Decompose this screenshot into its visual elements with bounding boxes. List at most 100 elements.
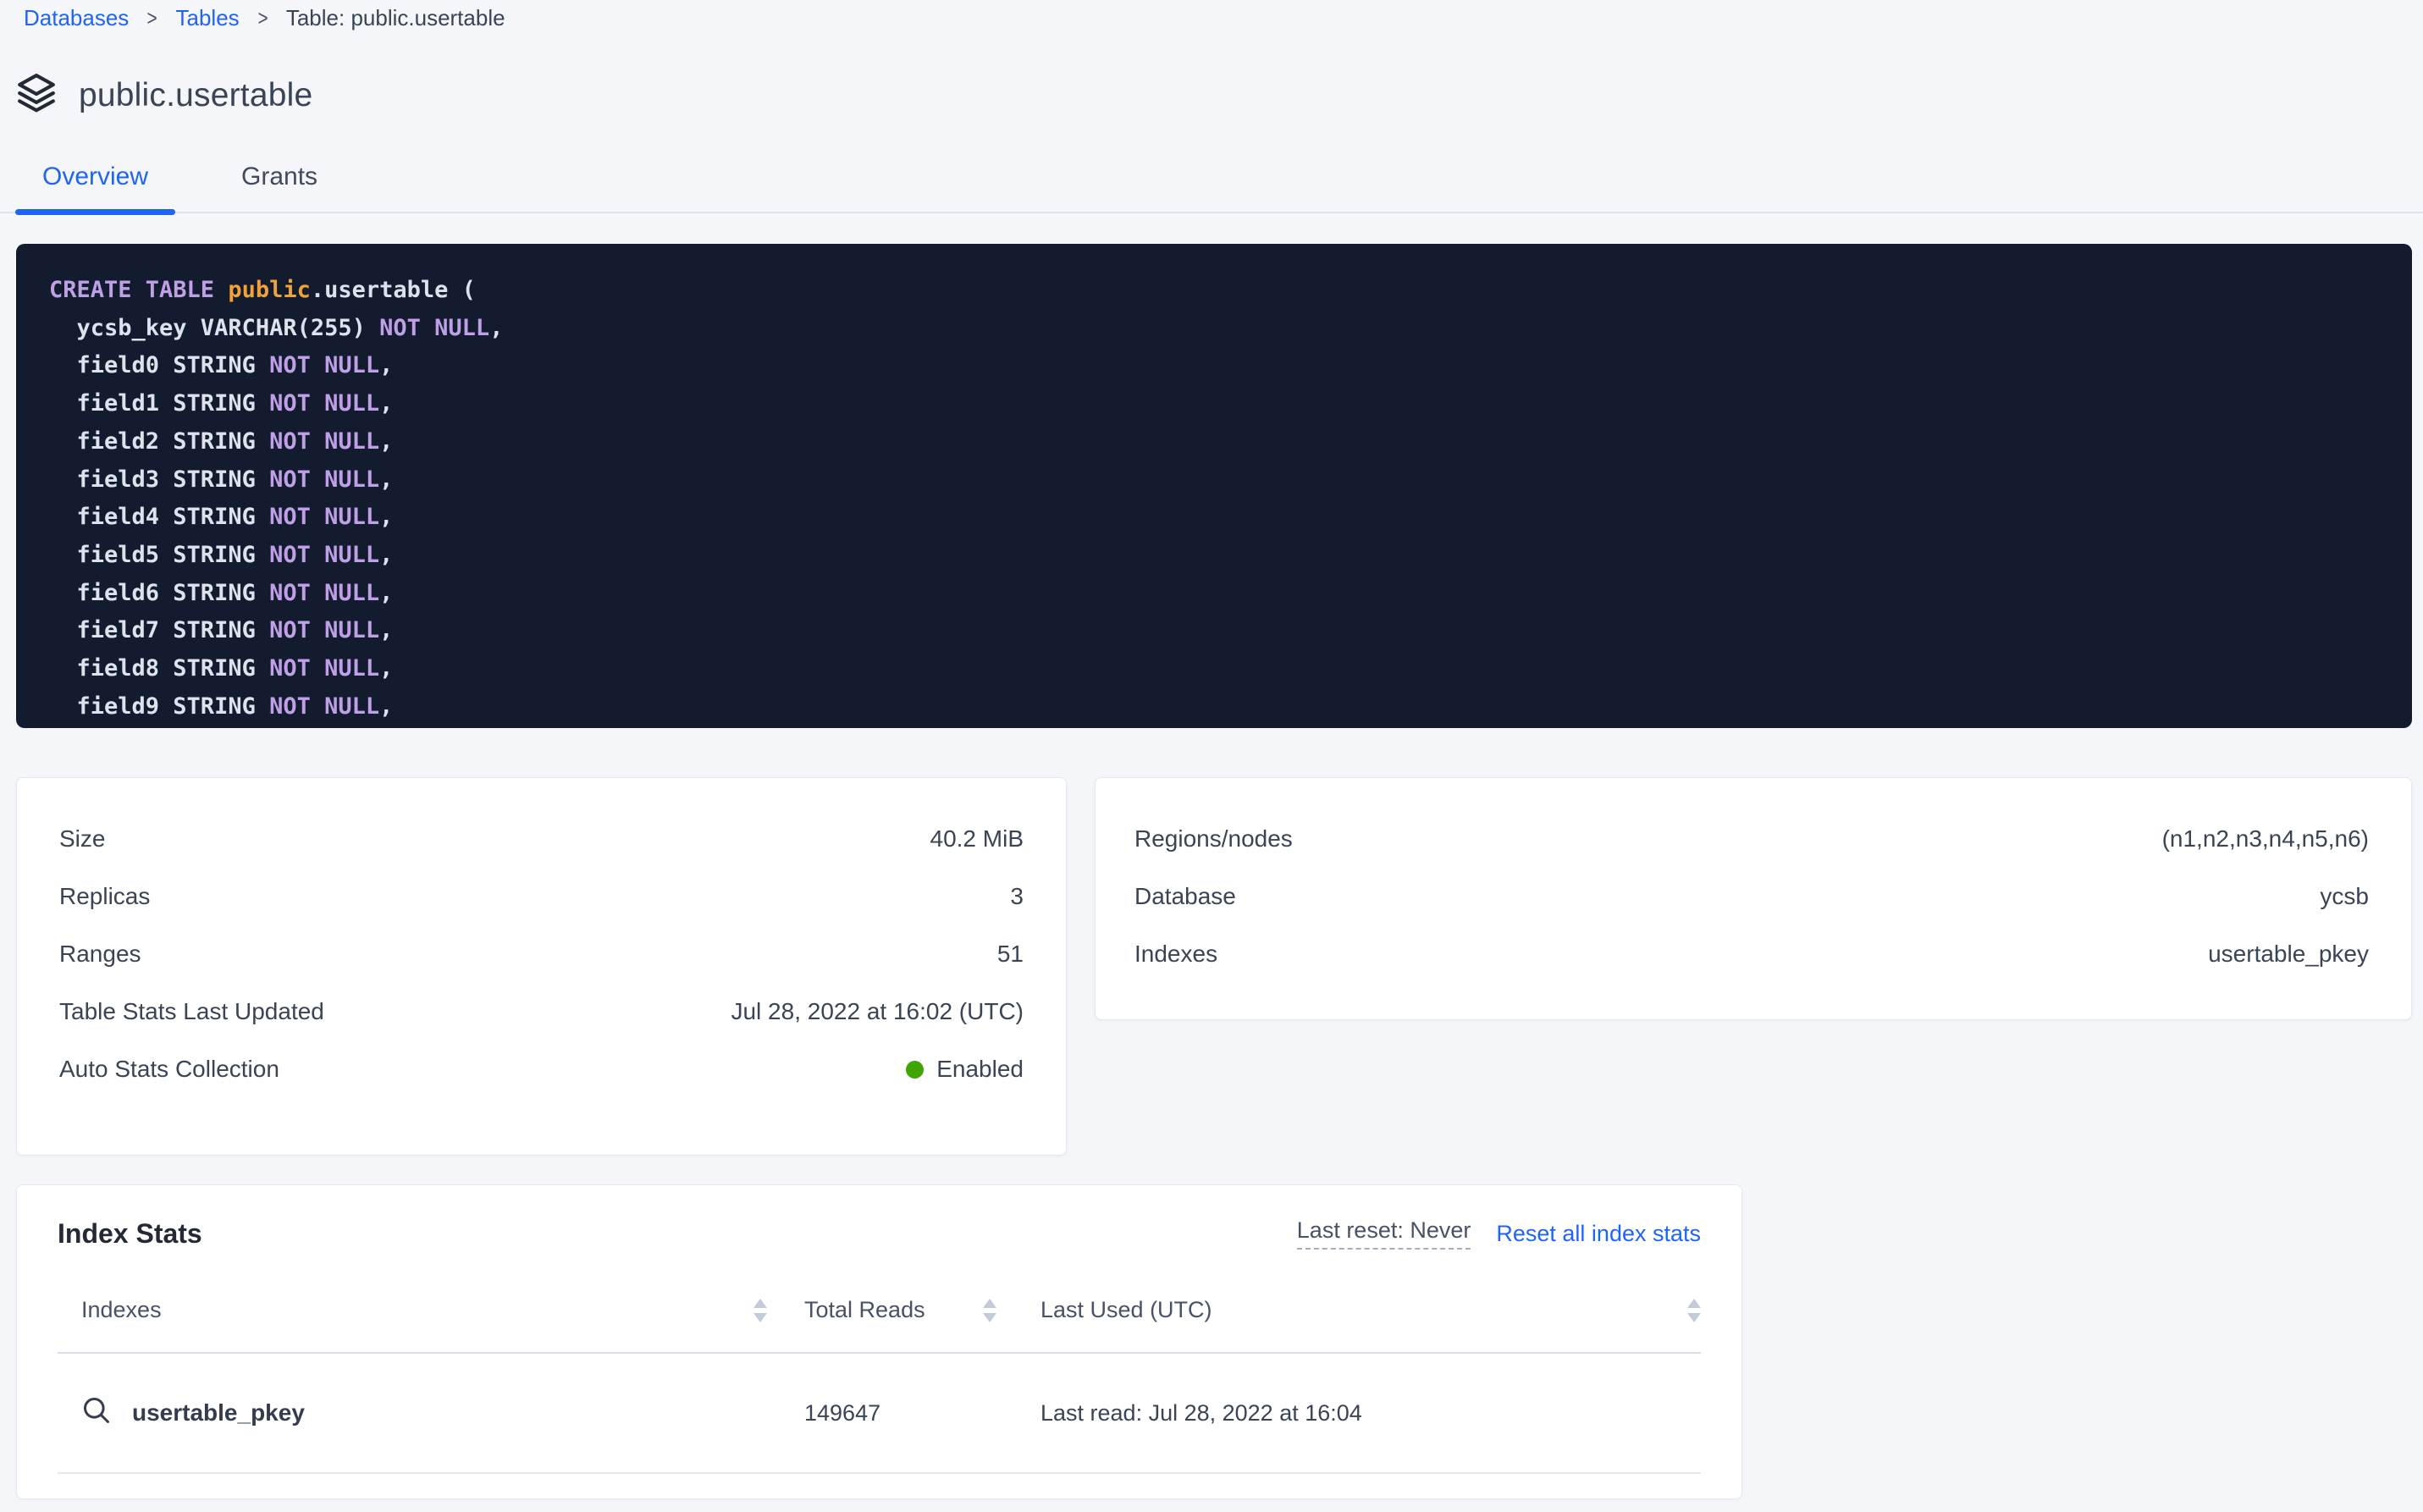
sql-token: , (379, 428, 394, 455)
index-stats-card: Index Stats Last reset: Never Reset all … (16, 1184, 1742, 1499)
sql-token: NOT NULL (269, 617, 380, 644)
chevron-right-icon: > (146, 5, 157, 30)
index-table-header: Indexes Total Reads Last Used (UTC) (58, 1297, 1701, 1354)
breadcrumb-current: Table: public.usertable (285, 5, 505, 30)
stat-row-size: Size 40.2 MiB (59, 810, 1024, 868)
sql-token: , (379, 617, 394, 644)
stat-row-stats-updated: Table Stats Last Updated Jul 28, 2022 at… (59, 983, 1024, 1040)
column-label: Total Reads (804, 1297, 925, 1322)
page-title: public.usertable (79, 76, 313, 113)
stat-label: Ranges (59, 941, 141, 967)
table-location-card: Regions/nodes (n1,n2,n3,n4,n5,n6) Databa… (1095, 777, 2412, 1020)
stat-row-regions: Regions/nodes (n1,n2,n3,n4,n5,n6) (1134, 810, 2369, 868)
sql-token: field6 STRING (49, 579, 270, 606)
status-text: Enabled (936, 1056, 1024, 1082)
stat-row-indexes: Indexes usertable_pkey (1134, 925, 2369, 983)
last-used-value: Last read: Jul 28, 2022 at 16:04 (1040, 1399, 1362, 1426)
column-label: Last Used (UTC) (1040, 1297, 1212, 1322)
reset-all-index-stats-link[interactable]: Reset all index stats (1496, 1220, 1701, 1246)
last-reset-label: Last reset: Never (1296, 1217, 1471, 1250)
sql-token: , (379, 693, 394, 720)
sql-token: field9 STRING (49, 693, 270, 720)
sql-line: field2 STRING NOT NULL, (49, 423, 2395, 461)
sql-line: field9 STRING NOT NULL, (49, 688, 2395, 726)
magnifier-icon (81, 1395, 112, 1432)
stat-value: (n1,n2,n3,n4,n5,n6) (2161, 825, 2369, 852)
sql-token: NOT NULL (269, 541, 380, 568)
sql-token: field7 STRING (49, 617, 270, 644)
sql-token: NOT NULL (269, 428, 380, 455)
breadcrumb-link-databases[interactable]: Databases (24, 5, 130, 30)
sql-token: field0 STRING (49, 352, 270, 379)
sql-token: NOT NULL (269, 390, 380, 417)
index-stats-title: Index Stats (58, 1217, 202, 1249)
page-header: public.usertable (14, 73, 312, 118)
stat-value: Jul 28, 2022 at 16:02 (UTC) (731, 998, 1024, 1024)
tab-overview[interactable]: Overview (15, 154, 176, 215)
sql-line: field4 STRING NOT NULL, (49, 499, 2395, 537)
tabbar: Overview Grants (0, 154, 2423, 215)
sql-token: field5 STRING (49, 541, 270, 568)
index-table-row: usertable_pkey 149647 Last read: Jul 28,… (58, 1354, 1701, 1474)
sql-token: NOT NULL (269, 655, 380, 682)
chevron-right-icon: > (257, 5, 268, 30)
sql-token: field4 STRING (49, 504, 270, 531)
total-reads-value: 149647 (804, 1399, 881, 1426)
sql-line: field8 STRING NOT NULL, (49, 650, 2395, 688)
create-table-statement: CREATE TABLE public.usertable ( ycsb_key… (16, 244, 2412, 728)
sql-token: , (379, 541, 394, 568)
sql-token: , (379, 390, 394, 417)
sql-token: , (379, 466, 394, 493)
sql-line: field6 STRING NOT NULL, (49, 575, 2395, 613)
stat-label: Auto Stats Collection (59, 1056, 279, 1082)
sql-token: , (379, 655, 394, 682)
stat-label: Regions/nodes (1134, 825, 1293, 852)
layers-stack-icon (14, 73, 58, 118)
breadcrumb-link-tables[interactable]: Tables (175, 5, 240, 30)
stat-row-auto-stats: Auto Stats Collection Enabled (59, 1040, 1024, 1098)
stat-value: ycsb (2320, 883, 2369, 909)
stat-value: 51 (996, 941, 1024, 967)
stat-row-replicas: Replicas 3 (59, 868, 1024, 925)
sql-token: field8 STRING (49, 655, 270, 682)
sql-line: field5 STRING NOT NULL, (49, 537, 2395, 575)
sql-line: field7 STRING NOT NULL, (49, 612, 2395, 650)
stat-row-ranges: Ranges 51 (59, 925, 1024, 983)
column-label: Indexes (81, 1297, 162, 1322)
index-name-link[interactable]: usertable_pkey (132, 1399, 305, 1426)
column-header-total-reads[interactable]: Total Reads (804, 1297, 1040, 1323)
sql-token: NOT NULL (269, 466, 380, 493)
sql-token: NOT NULL (379, 314, 490, 341)
stat-value: 3 (1010, 883, 1024, 909)
sql-token: public (228, 277, 311, 303)
sql-token: , (379, 352, 394, 379)
sort-arrows-icon[interactable] (1687, 1298, 1701, 1322)
sql-token: NOT NULL (269, 693, 380, 720)
sql-token: NOT NULL (269, 579, 380, 606)
sql-token: .usertable ( (310, 277, 476, 303)
sort-arrows-icon[interactable] (753, 1298, 767, 1322)
sql-token: NOT NULL (269, 504, 380, 531)
column-header-indexes[interactable]: Indexes (58, 1297, 804, 1323)
stat-label: Indexes (1134, 941, 1218, 967)
sql-token: CREATE TABLE (49, 277, 229, 303)
column-header-last-used[interactable]: Last Used (UTC) (1040, 1297, 1701, 1323)
sql-line: field0 STRING NOT NULL, (49, 347, 2395, 385)
sql-line: ycsb_key VARCHAR(255) NOT NULL, (49, 310, 2395, 348)
status-dot-green-icon (906, 1060, 924, 1079)
stat-label: Table Stats Last Updated (59, 998, 324, 1024)
sql-line: CREATE TABLE public.usertable ( (49, 272, 2395, 310)
sql-line: field1 STRING NOT NULL, (49, 385, 2395, 423)
tab-grants[interactable]: Grants (241, 163, 318, 190)
sql-token: field1 STRING (49, 390, 270, 417)
breadcrumb: Databases > Tables > Table: public.usert… (24, 5, 505, 31)
stat-value: Enabled (906, 1056, 1024, 1083)
stat-row-database: Database ycsb (1134, 868, 2369, 925)
sql-line: field3 STRING NOT NULL, (49, 461, 2395, 499)
sql-token: field2 STRING (49, 428, 270, 455)
sort-arrows-icon[interactable] (983, 1298, 996, 1322)
sql-token: , (379, 504, 394, 531)
sql-token: field3 STRING (49, 466, 270, 493)
sql-token: NOT NULL (269, 352, 380, 379)
